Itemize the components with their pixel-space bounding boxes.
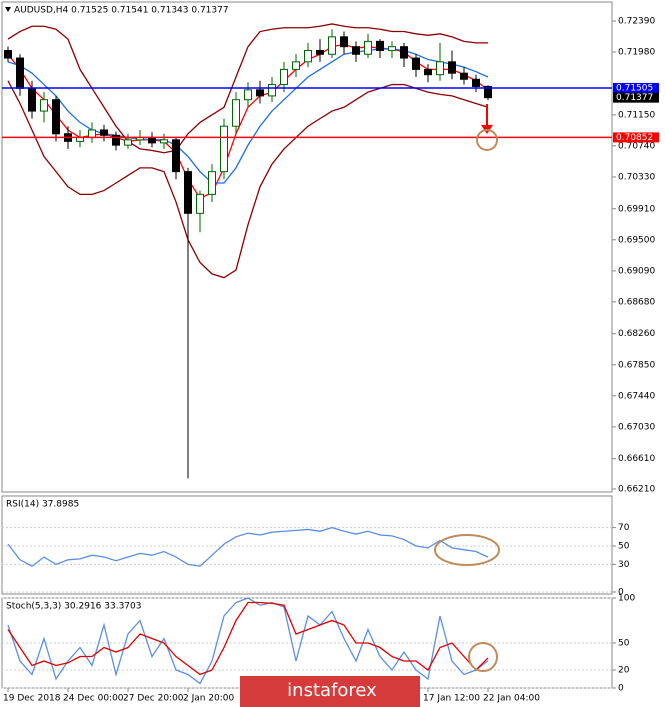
price-panel bbox=[1, 1, 613, 493]
level-label: 0.71377 bbox=[616, 93, 653, 103]
y-tick-label: 0.70740 bbox=[618, 141, 655, 151]
y-tick-label: 0.67030 bbox=[618, 422, 655, 432]
x-tick-label: 22 Jan 04:00 bbox=[483, 694, 540, 704]
candle-body bbox=[256, 89, 264, 97]
candle-body bbox=[196, 193, 204, 214]
y-tick-label: 0.69910 bbox=[618, 204, 655, 214]
level-tag bbox=[613, 92, 659, 103]
x-tick-label: 17 Jan 12:00 bbox=[423, 694, 480, 704]
candle-body bbox=[448, 61, 456, 74]
x-tick-label: 19 Dec 2018 bbox=[3, 694, 61, 704]
y-tick-label: 50 bbox=[618, 639, 630, 649]
candle-body bbox=[184, 171, 192, 214]
candle-body bbox=[352, 46, 360, 55]
candle-body bbox=[340, 36, 348, 48]
y-tick-label: 0.69090 bbox=[618, 266, 655, 276]
level-label: 0.71505 bbox=[616, 83, 653, 93]
candle-body bbox=[28, 87, 36, 112]
x-tick-label: 2 Jan 20:00 bbox=[183, 694, 235, 704]
plot: 0.72390 0.71980 0.71150 0.70740 0.70330 0.699… bbox=[2, 16, 659, 704]
candle-body bbox=[400, 46, 408, 59]
indicator-line bbox=[7, 80, 489, 279]
y-tick-label: 30 bbox=[618, 560, 630, 570]
logo-banner bbox=[240, 676, 420, 707]
candle-body bbox=[292, 61, 300, 70]
candle-body bbox=[88, 129, 96, 139]
target-circle bbox=[476, 129, 498, 151]
y-tick-label: 0.67440 bbox=[618, 391, 655, 401]
candle-body bbox=[472, 78, 480, 87]
y-tick-label: 0.70330 bbox=[618, 172, 655, 182]
candle-body bbox=[160, 139, 168, 144]
y-tick-label: 0.71980 bbox=[618, 47, 655, 57]
stoch-title: Stoch(5,3,3) 30.2916 33.3703 bbox=[6, 602, 141, 612]
y-tick-label: 0 bbox=[618, 684, 624, 694]
rsi-title: RSI(14) 37.8985 bbox=[6, 500, 79, 510]
rsi-circle bbox=[434, 534, 500, 566]
candle-body bbox=[220, 125, 228, 173]
candle-body bbox=[208, 171, 216, 195]
candle-body bbox=[232, 99, 240, 127]
logo-text: instaforex bbox=[287, 680, 377, 701]
indicator-line bbox=[7, 601, 489, 676]
level-label: 0.70852 bbox=[616, 133, 653, 143]
y-tick-label: 20 bbox=[618, 666, 630, 676]
candle-body bbox=[52, 99, 60, 135]
candle-body bbox=[280, 68, 288, 86]
candle-body bbox=[388, 46, 396, 51]
indicator-line bbox=[7, 597, 489, 685]
candle-body bbox=[172, 139, 180, 173]
level-tag bbox=[613, 82, 659, 93]
x-tick-label: 27 Dec 20:00 bbox=[123, 694, 184, 704]
y-tick-label: 0.72390 bbox=[618, 16, 655, 26]
y-tick-label: 100 bbox=[618, 594, 635, 604]
y-tick-label: 0.71150 bbox=[618, 110, 655, 120]
menu-icon bbox=[5, 7, 11, 12]
candle-body bbox=[328, 36, 336, 55]
candle-body bbox=[268, 84, 276, 97]
candle-body bbox=[148, 137, 156, 144]
y-tick-label: 0.69500 bbox=[618, 235, 655, 245]
candle-body bbox=[244, 89, 252, 101]
candle-body bbox=[100, 129, 108, 136]
candle-body bbox=[4, 49, 12, 59]
y-tick-label: 50 bbox=[618, 542, 630, 552]
level-tag bbox=[613, 132, 659, 143]
indicator-line bbox=[7, 23, 488, 154]
candle-body bbox=[424, 68, 432, 76]
candle-body bbox=[40, 99, 48, 112]
y-tick-label: 0.68680 bbox=[618, 297, 655, 307]
candle-body bbox=[16, 57, 24, 89]
y-tick-label: 0.66610 bbox=[618, 454, 655, 464]
y-tick-label: 70 bbox=[618, 523, 630, 533]
candle-body bbox=[124, 139, 132, 146]
candle-body bbox=[304, 49, 312, 63]
y-tick-label: 0.68260 bbox=[618, 329, 655, 339]
indicator-line bbox=[7, 526, 489, 568]
candle-body bbox=[376, 40, 384, 51]
candle-body bbox=[316, 49, 324, 55]
y-tick-label: 0.67850 bbox=[618, 360, 655, 370]
candle-body bbox=[112, 134, 120, 146]
y-tick-label: 0.66210 bbox=[618, 484, 655, 494]
candle-body bbox=[412, 57, 420, 70]
candle-body bbox=[364, 40, 372, 55]
chart-title: AUDUSD,H4 0.71525 0.71541 0.71343 0.7137… bbox=[14, 6, 229, 16]
y-tick-label: 0 bbox=[618, 588, 624, 598]
x-tick-label: 24 Dec 00:00 bbox=[63, 694, 124, 704]
rsi-panel bbox=[1, 495, 613, 595]
candle-body bbox=[460, 72, 468, 80]
candle-body bbox=[436, 61, 444, 76]
stoch-circle bbox=[468, 642, 498, 672]
candle-body bbox=[484, 85, 492, 99]
